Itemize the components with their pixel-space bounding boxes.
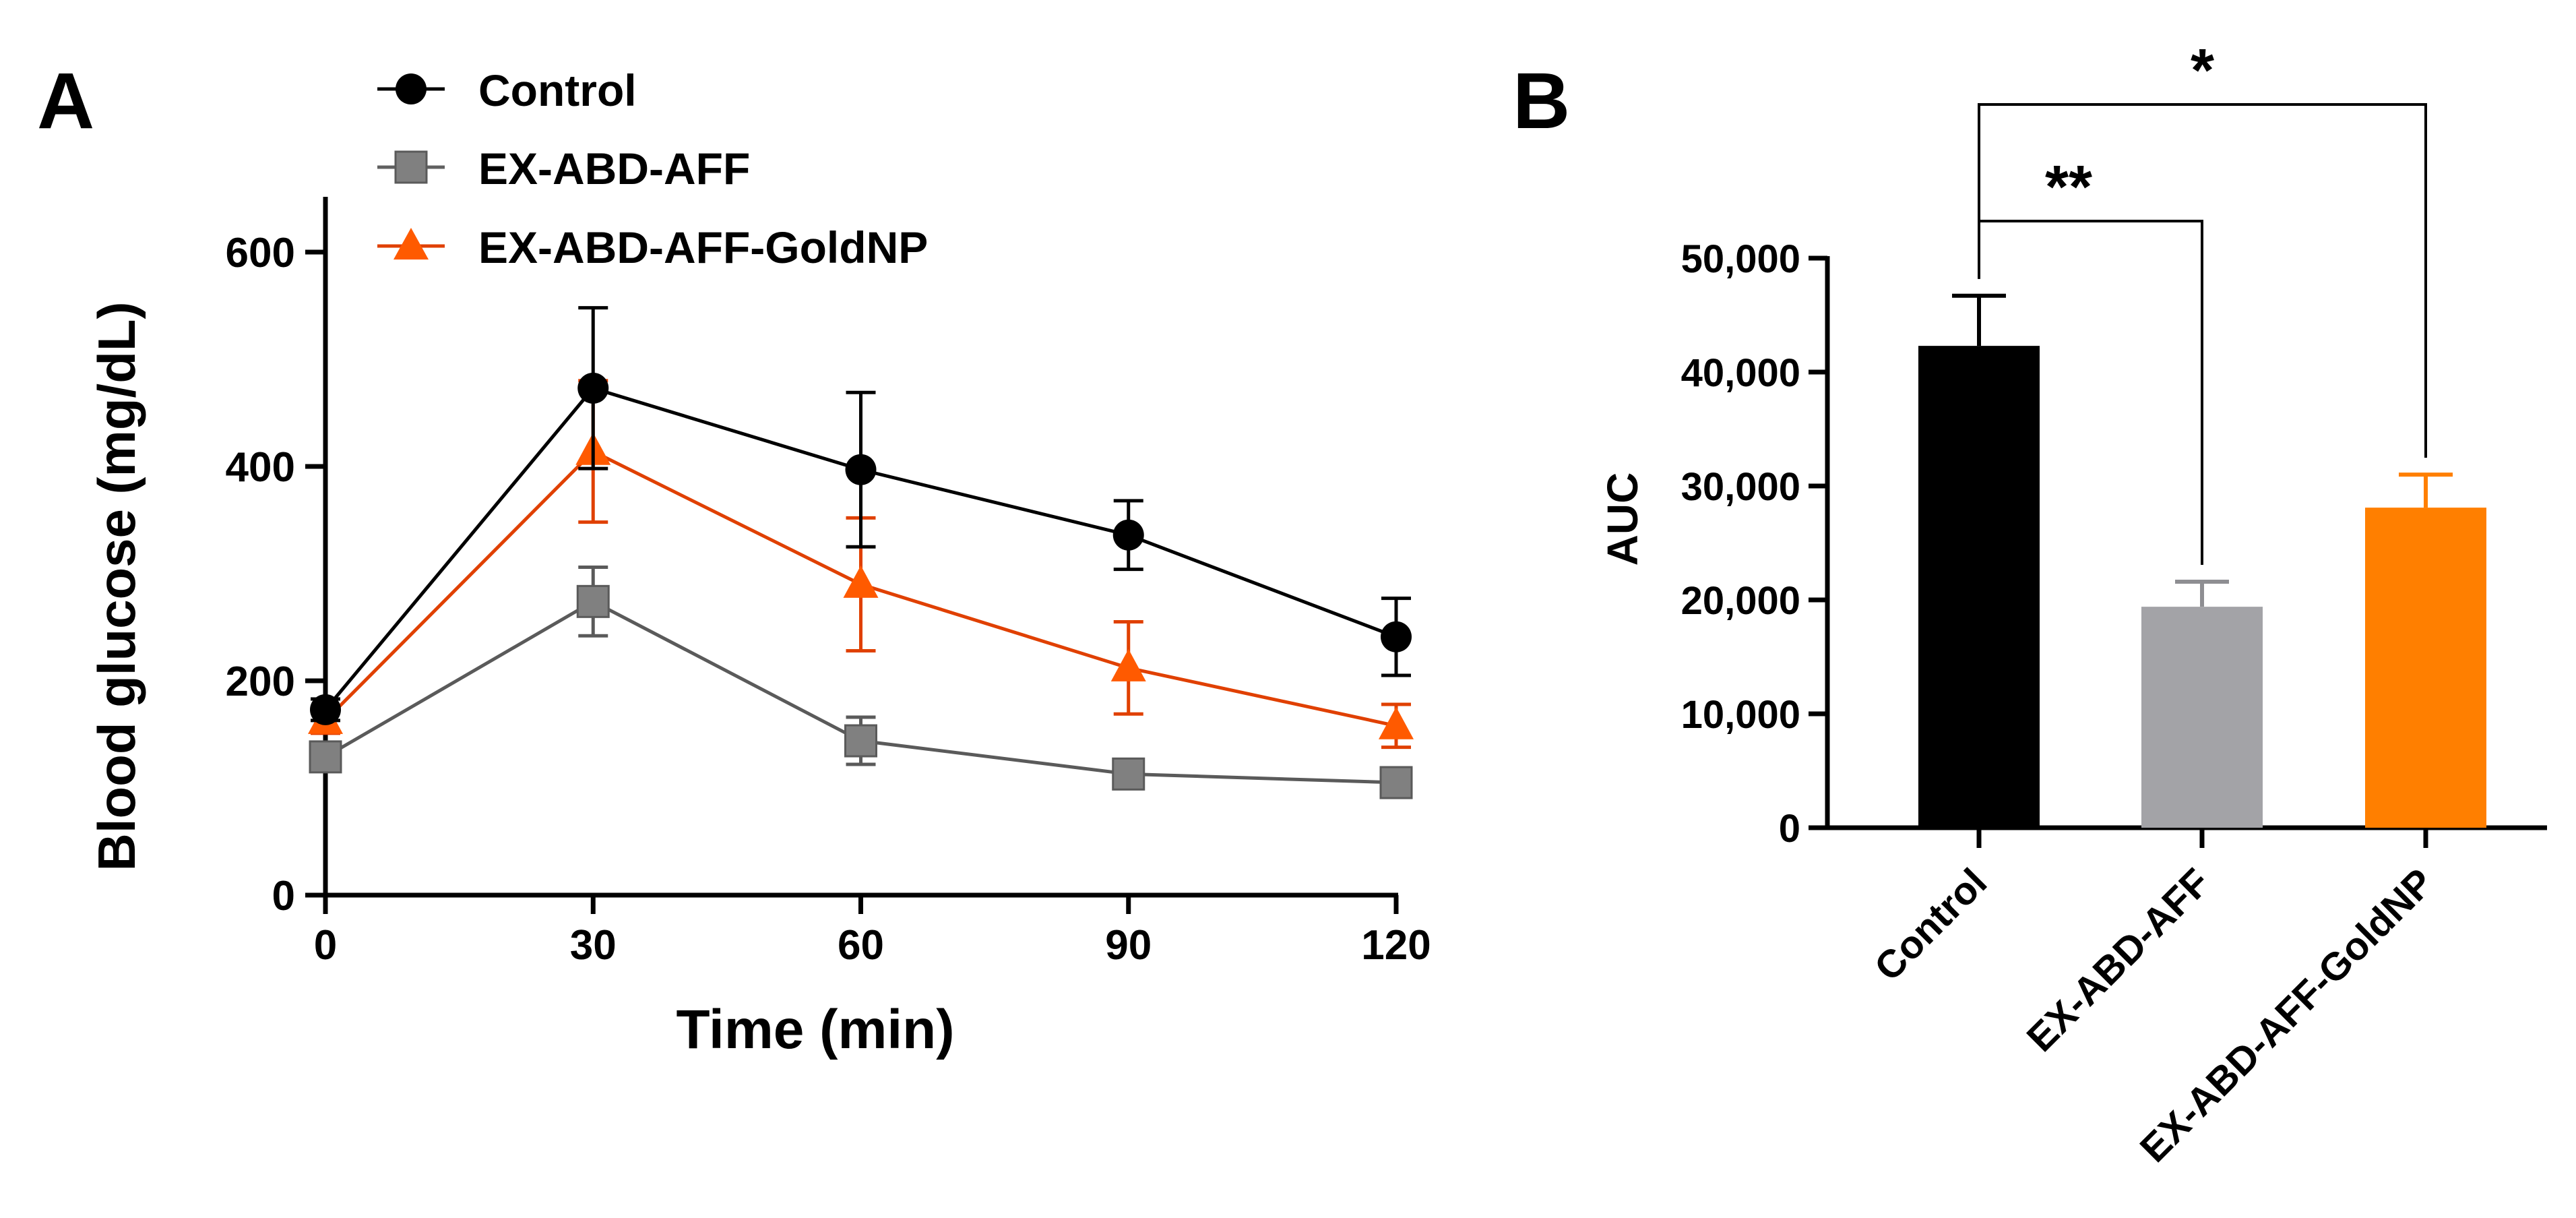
panel-a-xlabel: Time (min) xyxy=(676,999,954,1060)
bar-ex-abd-aff xyxy=(2141,607,2263,828)
panel-b-y-tick-label: 50,000 xyxy=(1681,237,1800,281)
panel-b-y-tick-label: 0 xyxy=(1779,807,1800,851)
panel-b-y-tick-label: 40,000 xyxy=(1681,351,1800,395)
panel-b-y-tick-label: 30,000 xyxy=(1681,465,1800,509)
panel-a-ylabel: Blood glucose (mg/dL) xyxy=(87,302,146,872)
panel-a-x-tick-label: 60 xyxy=(838,922,884,969)
panel-a-y-tick-label: 0 xyxy=(272,873,295,919)
panel-a-x-tick-label: 90 xyxy=(1105,922,1152,969)
data-point xyxy=(1110,648,1146,681)
data-point xyxy=(1381,621,1412,652)
legend-label-ex-abd-aff: EX-ABD-AFF xyxy=(478,144,750,193)
panel-a-axes: 0 200 400 600 0 30 60 90 120 xyxy=(226,197,1431,969)
panel-b-significance: *** xyxy=(1978,37,2427,565)
legend-item-ex-abd-aff: EX-ABD-AFF xyxy=(377,144,750,193)
data-point xyxy=(310,694,341,725)
data-point xyxy=(1379,766,1413,799)
data-point xyxy=(576,584,610,618)
significance-label: ** xyxy=(2045,154,2092,221)
legend-label-ex-abd-aff-goldnp: EX-ABD-AFF-GoldNP xyxy=(478,222,928,272)
panel-a-x-tick-label: 30 xyxy=(570,922,617,969)
panel-a-legend: Control EX-ABD-AFF EX-ABD-AFF-GoldNP xyxy=(377,65,928,272)
panel-b-x-tick-label: Control xyxy=(1866,860,1995,989)
data-point xyxy=(577,372,609,404)
legend-label-control: Control xyxy=(478,65,637,115)
data-point xyxy=(309,740,342,774)
series-ex-abd-aff xyxy=(309,565,1413,799)
series-control xyxy=(310,306,1412,725)
legend-marker-square-icon xyxy=(394,150,428,184)
panel-b-y-tick-label: 10,000 xyxy=(1681,693,1800,737)
legend-marker-circle-icon xyxy=(396,73,427,104)
bar-group-ex-abd-aff-goldnp xyxy=(2365,473,2486,828)
legend-item-ex-abd-aff-goldnp: EX-ABD-AFF-GoldNP xyxy=(377,222,928,272)
panel-a-series xyxy=(308,306,1414,799)
legend-item-control: Control xyxy=(377,65,637,115)
panel-b-y-tick-label: 20,000 xyxy=(1681,579,1800,623)
panel-b-x-tick-label: EX-ABD-AFF xyxy=(2019,860,2219,1060)
panel-b-label: B xyxy=(1513,57,1570,146)
data-point xyxy=(1379,706,1414,739)
significance-bracket: * xyxy=(1978,37,2427,458)
legend-marker-triangle-icon xyxy=(394,228,429,260)
bracket-line xyxy=(1978,103,2427,458)
bar-ex-abd-aff-goldnp xyxy=(2365,508,2486,828)
data-point xyxy=(845,454,877,485)
bar-control xyxy=(1918,346,2040,828)
significance-label: * xyxy=(2191,37,2214,104)
data-point xyxy=(1112,757,1145,791)
data-point xyxy=(843,565,879,598)
bar-group-ex-abd-aff xyxy=(2141,579,2263,828)
panel-a-y-tick-label: 600 xyxy=(226,230,295,276)
panel-a-x-tick-label: 120 xyxy=(1361,922,1431,969)
panel-b-bars xyxy=(1918,293,2486,828)
data-point xyxy=(844,724,877,758)
bar-group-control xyxy=(1918,293,2040,828)
data-point xyxy=(1112,519,1144,551)
panel-a-x-tick-label: 0 xyxy=(314,922,337,969)
panel-b-ylabel: AUC xyxy=(1598,473,1647,566)
panel-a-label: A xyxy=(37,57,94,146)
panel-a-y-tick-label: 400 xyxy=(226,444,295,491)
panel-a-y-tick-label: 200 xyxy=(226,659,295,705)
